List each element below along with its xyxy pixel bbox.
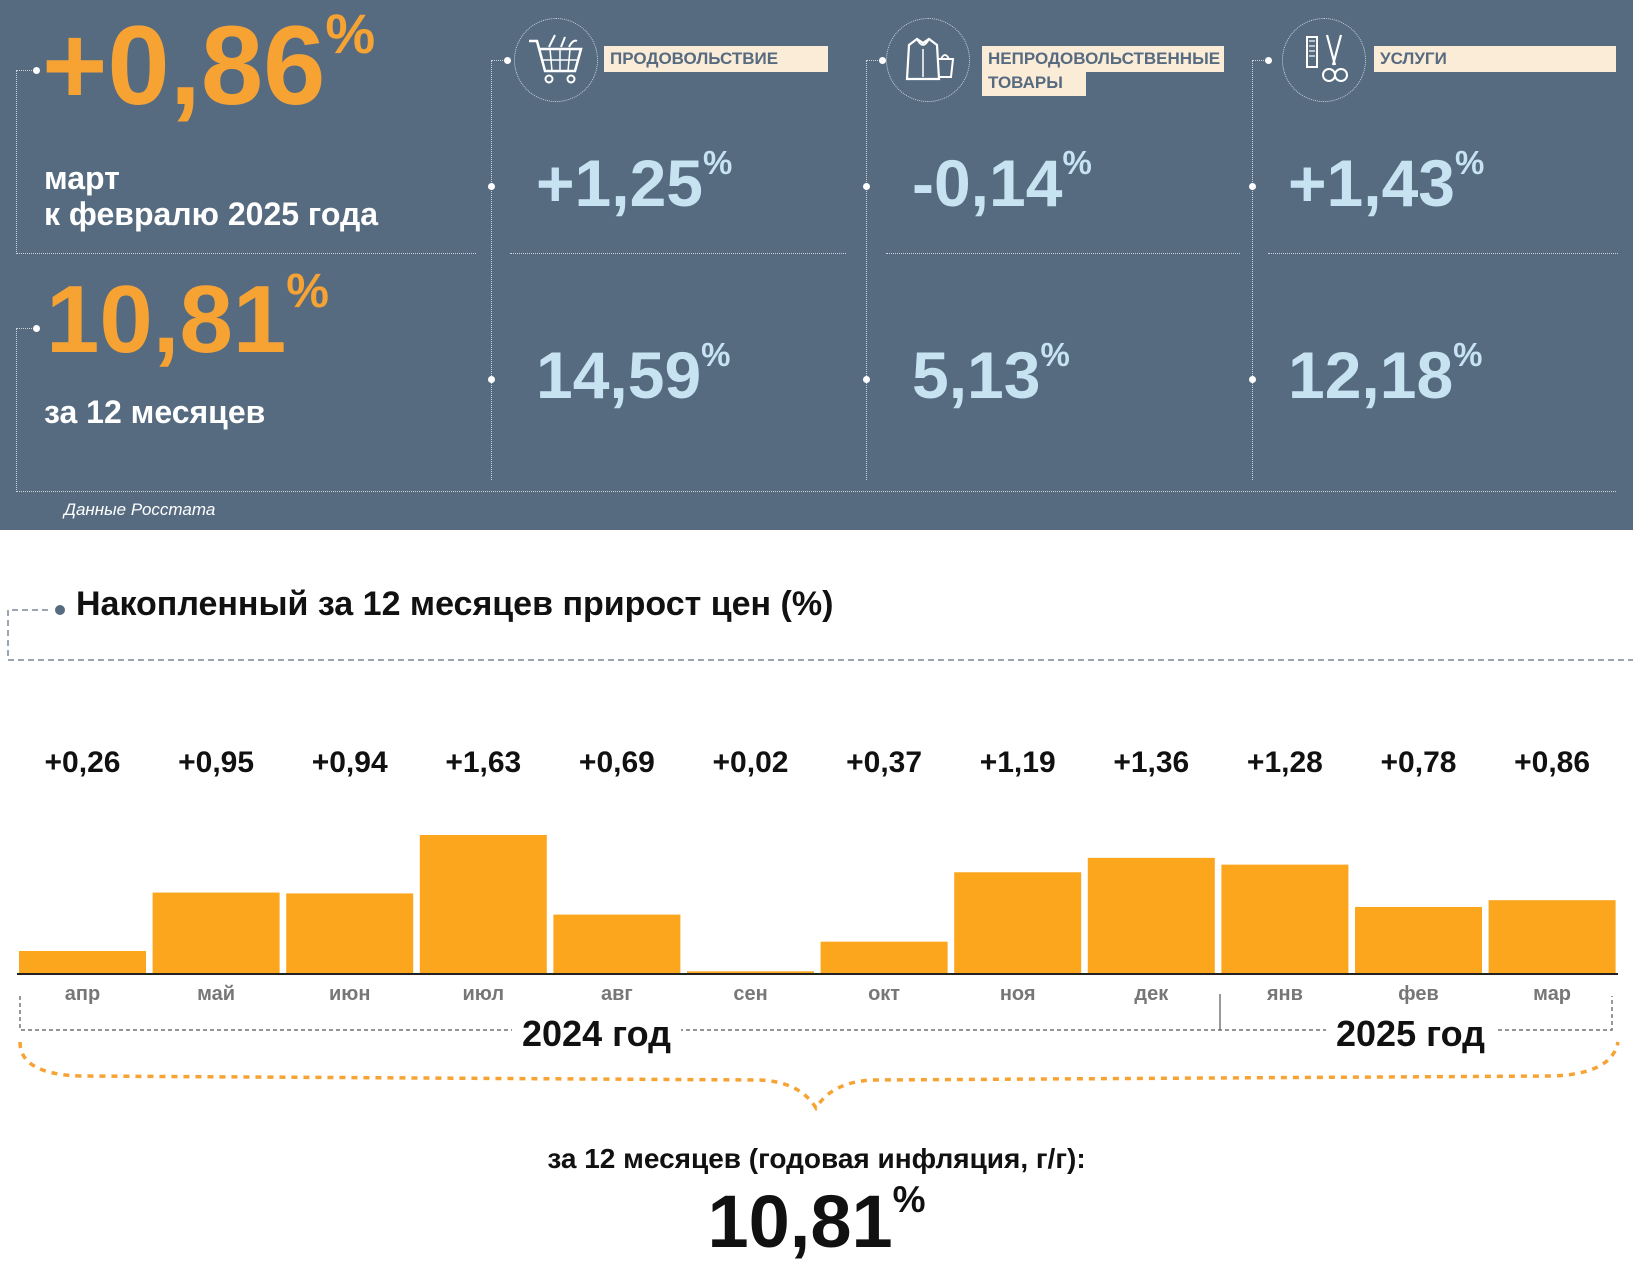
food-monthly-value: +1,25%: [536, 144, 733, 220]
bar-chart: [17, 835, 1618, 975]
category-label-nonfood: НЕПРОДОВОЛЬСТВЕННЫЕ: [982, 46, 1224, 72]
source-note: Данные Росстата: [64, 500, 216, 519]
services-annual-value: 12,18%: [1288, 336, 1483, 412]
category-label-nonfood-line1: НЕПРОДОВОЛЬСТВЕННЫЕ: [988, 49, 1221, 68]
bar-июл: [419, 835, 547, 973]
summary-panel: +0,86% март к февралю 2025 года 10,81% з…: [0, 0, 1633, 530]
frame-line: [16, 253, 476, 254]
shopping-cart-icon: [514, 18, 598, 102]
month-label-окт: окт: [868, 983, 901, 1005]
year-label-2024: 2024 год: [512, 1013, 681, 1055]
column-dot: [863, 183, 870, 190]
column-line: [866, 60, 867, 480]
food-annual-value: 14,59%: [536, 336, 731, 412]
column-dot: [488, 376, 495, 383]
chart-title-frame: [7, 605, 1633, 661]
month-label-фев: фев: [1398, 983, 1439, 1005]
bar-мар: [1488, 900, 1616, 973]
frame-dot: [33, 325, 40, 332]
column-line: [491, 60, 511, 61]
category-label-services: УСЛУГИ: [1374, 46, 1616, 72]
monthly-caption-line2: к февралю 2025 года: [44, 196, 379, 232]
value-label-ноя: +1,19: [979, 746, 1056, 779]
frame-line: [16, 491, 1616, 492]
value-label-окт: +0,37: [846, 746, 923, 779]
category-label-nonfood-line2: ТОВАРЫ: [982, 70, 1086, 96]
column-dot: [1249, 376, 1256, 383]
bar-авг: [553, 914, 681, 973]
row-line: [1268, 253, 1618, 254]
month-label-дек: дек: [1134, 983, 1169, 1005]
value-label-май: +0,95: [178, 746, 255, 779]
value-label-июл: +1,63: [445, 746, 522, 779]
column-line: [866, 60, 886, 61]
value-label-янв: +1,28: [1246, 746, 1323, 779]
total-value: 10,81%: [707, 1179, 926, 1263]
bar-янв: [1221, 864, 1349, 973]
value-label-фев: +0,78: [1380, 746, 1457, 779]
bar-окт: [820, 941, 948, 973]
frame-dot: [33, 67, 40, 74]
year-bracket: [18, 994, 1620, 1112]
column-dot: [1265, 57, 1272, 64]
value-label-сен: +0,02: [712, 746, 789, 779]
scissors-comb-icon: [1282, 18, 1366, 102]
month-label-июл: июл: [462, 983, 505, 1005]
bar-фев: [1355, 906, 1482, 973]
chart-title: Накопленный за 12 месяцев прирост цен (%…: [76, 585, 834, 623]
month-label-май: май: [197, 983, 236, 1005]
row-line: [510, 253, 846, 254]
year-label-2025: 2025 год: [1326, 1013, 1495, 1055]
bar-май: [152, 892, 280, 973]
column-line: [491, 60, 492, 480]
month-label-апр: апр: [64, 983, 101, 1005]
month-label-ноя: ноя: [999, 983, 1036, 1005]
value-label-дек: +1,36: [1113, 746, 1190, 779]
column-dot: [488, 183, 495, 190]
clothing-icon: [886, 18, 970, 102]
monthly-caption-line1: март: [44, 160, 120, 196]
bar-ноя: [954, 872, 1082, 973]
annual-headline: 10,81%: [46, 265, 329, 373]
frame-line: [16, 70, 38, 71]
services-monthly-value: +1,43%: [1288, 144, 1485, 220]
column-dot: [504, 57, 511, 64]
row-line: [886, 253, 1240, 254]
value-label-июн: +0,94: [311, 746, 388, 779]
monthly-headline: +0,86%: [42, 2, 376, 128]
frame-line: [16, 70, 17, 254]
month-label-янв: янв: [1266, 983, 1303, 1005]
frame-line: [16, 328, 17, 492]
frame-line: [16, 328, 38, 329]
column-dot: [1249, 183, 1256, 190]
monthly-caption: март к февралю 2025 года: [44, 160, 378, 232]
category-label-food: ПРОДОВОЛЬСТВИЕ: [604, 46, 828, 72]
month-label-сен: сен: [733, 983, 768, 1005]
value-label-апр: +0,26: [44, 746, 121, 779]
bar-дек: [1087, 857, 1215, 973]
bar-сен: [687, 971, 814, 973]
month-label-авг: авг: [601, 983, 633, 1005]
column-dot: [863, 376, 870, 383]
column-dot: [879, 57, 886, 64]
bar-июн: [286, 893, 414, 973]
month-label-мар: мар: [1533, 983, 1572, 1005]
nonfood-annual-value: 5,13%: [912, 336, 1070, 412]
value-label-авг: +0,69: [578, 746, 655, 779]
column-line: [1252, 60, 1272, 61]
bar-апр: [19, 950, 146, 973]
total-caption: за 12 месяцев (годовая инфляция, г/г):: [547, 1143, 1086, 1174]
column-line: [1252, 60, 1253, 480]
annual-caption: за 12 месяцев: [44, 394, 266, 430]
nonfood-monthly-value: -0,14%: [912, 144, 1092, 220]
value-label-мар: +0,86: [1514, 746, 1591, 779]
month-label-июн: июн: [328, 983, 371, 1005]
